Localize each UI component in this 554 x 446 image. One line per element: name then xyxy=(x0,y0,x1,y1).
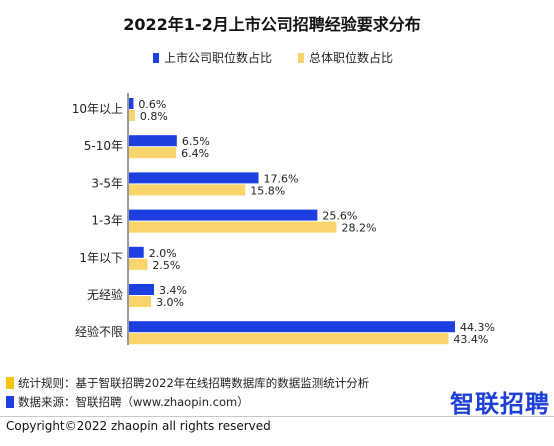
legend-swatch-1 xyxy=(153,53,159,63)
legend: 上市公司职位数占比 总体职位数占比 xyxy=(153,50,393,65)
category-label: 1年以下 xyxy=(79,251,123,265)
category-label: 无经验 xyxy=(87,287,123,302)
data-label: 6.5% xyxy=(182,135,210,148)
bar-chart: 2022年1-2月上市公司招聘经验要求分布 上市公司职位数占比 总体职位数占比 1… xyxy=(72,15,495,346)
data-label: 15.8% xyxy=(250,184,285,197)
data-label: 6.4% xyxy=(181,147,209,160)
data-label: 28.2% xyxy=(342,222,377,235)
bar-overall xyxy=(129,147,177,159)
data-label: 2.0% xyxy=(149,247,177,260)
data-label: 25.6% xyxy=(322,210,357,223)
data-label: 44.3% xyxy=(460,321,495,334)
data-label: 2.5% xyxy=(152,259,180,272)
category-label: 5-10年 xyxy=(84,139,123,153)
divider xyxy=(0,416,554,417)
bar-overall xyxy=(129,333,449,345)
rule-marker xyxy=(6,377,14,389)
bar-listed xyxy=(129,98,134,109)
data-label: 0.6% xyxy=(138,98,166,111)
bar-overall xyxy=(129,110,135,121)
data-label: 17.6% xyxy=(264,172,299,185)
bar-listed xyxy=(129,321,455,333)
source-marker xyxy=(6,396,14,408)
category-label: 3-5年 xyxy=(91,176,123,190)
bar-listed xyxy=(129,172,259,184)
bar-overall xyxy=(129,184,246,196)
bar-overall xyxy=(129,296,152,307)
legend-label-1: 上市公司职位数占比 xyxy=(164,50,272,65)
copyright: Copyright©2022 zhaopin all rights reserv… xyxy=(6,419,271,433)
bar-overall xyxy=(129,221,337,233)
bar-overall xyxy=(129,258,148,270)
data-label: 3.0% xyxy=(156,296,184,309)
bar-listed xyxy=(129,135,177,147)
source-text: 数据来源：智联招聘（www.zhaopin.com） xyxy=(18,395,249,409)
footer-rule: 统计规则：基于智联招聘2022年在线招聘数据库的数据监测统计分析 xyxy=(6,375,369,391)
bars: 10年以上 0.6%0.8% 5-10年 6.5%6.4% 3-5年 17.6%15.8%… xyxy=(72,98,495,346)
legend-label-2: 总体职位数占比 xyxy=(309,50,393,65)
bar-listed xyxy=(129,209,318,221)
data-label: 3.4% xyxy=(159,284,187,297)
bar-listed xyxy=(129,284,155,295)
rule-text: 统计规则：基于智联招聘2022年在线招聘数据库的数据监测统计分析 xyxy=(18,376,370,390)
data-label: 0.8% xyxy=(140,110,168,123)
footer-source: 数据来源：智联招聘（www.zhaopin.com） xyxy=(6,394,249,410)
chart-title: 2022年1-2月上市公司招聘经验要求分布 xyxy=(123,15,420,34)
legend-swatch-2 xyxy=(298,53,304,63)
bar-listed xyxy=(129,246,144,258)
category-label: 1-3年 xyxy=(91,214,123,228)
brand-logo: 智联招聘 xyxy=(450,390,550,418)
category-label: 10年以上 xyxy=(72,102,123,116)
data-label: 43.4% xyxy=(453,333,488,346)
category-label: 经验不限 xyxy=(75,324,123,339)
